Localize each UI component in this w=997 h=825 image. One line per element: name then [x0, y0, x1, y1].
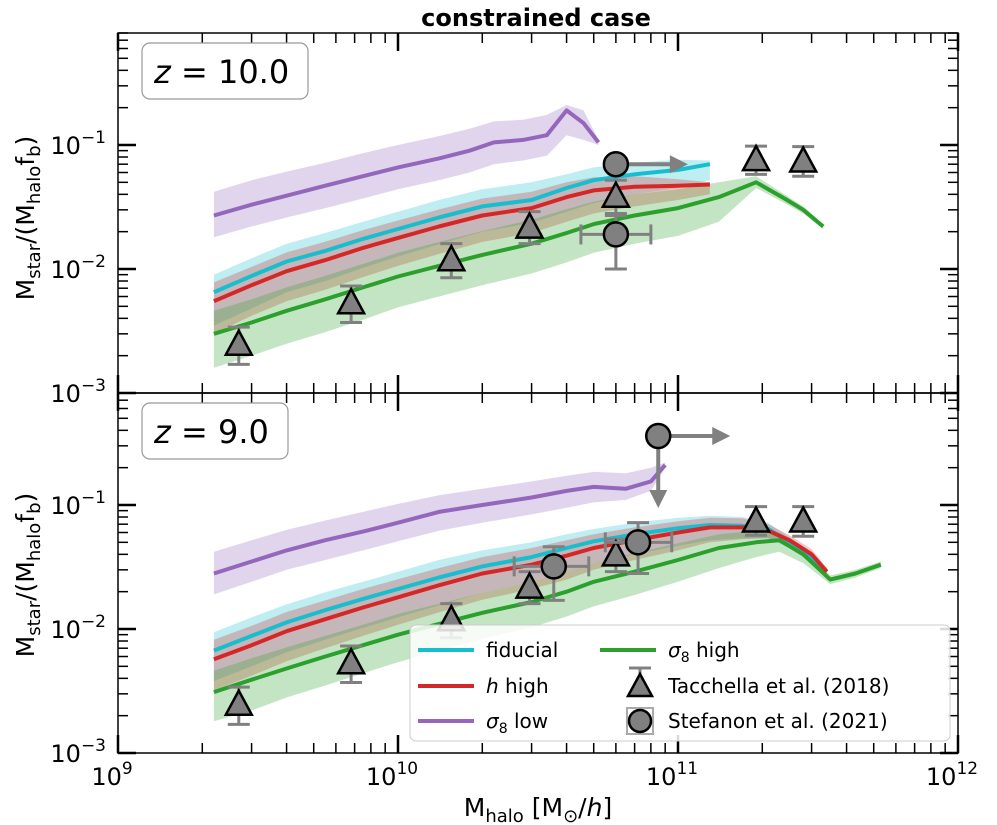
tacchella-point	[788, 504, 819, 533]
stefanon-point	[644, 422, 672, 450]
x-tick-label: 1011	[646, 759, 698, 791]
legend-fiducial-label: fiducial	[486, 638, 558, 662]
tacchella-point	[740, 143, 772, 172]
band-h-high	[213, 176, 710, 334]
y-axis-title: Mstar/(Mhalofb)	[11, 136, 45, 301]
legend-sigma8-high-label: σ8 high	[668, 638, 740, 666]
line-sigma8-high	[213, 538, 882, 694]
y-tick-label: 10−1	[50, 488, 106, 520]
tacchella-point	[336, 286, 367, 315]
legend-box	[409, 624, 951, 742]
panel-label: z = 10.0	[153, 53, 289, 91]
x-tick-label: 1010	[366, 759, 418, 791]
tacchella-point	[600, 538, 631, 567]
line-fiducial	[213, 162, 711, 295]
y-axis-label-top: Mstar/(Mhalofb)	[11, 136, 45, 301]
line-sigma8-low	[213, 463, 667, 576]
panel-z9: 10−3 10−2 10−1 z = 9.0	[50, 392, 960, 768]
tacchella-point	[336, 646, 367, 675]
x-axis-title: Mhalo [M⊙/h]	[464, 793, 612, 825]
legend-tacchella-label: Tacchella et al. (2018)	[667, 674, 889, 698]
legend: fiducial h high σ8 low σ8 high Tacchella et …	[409, 624, 951, 742]
y-tick-label: 10−2	[50, 612, 106, 644]
stefanon-point	[602, 150, 630, 178]
tacchella-point	[514, 570, 545, 599]
band-fiducial	[213, 159, 710, 326]
band-sigma8-high	[213, 176, 824, 368]
stefanon-point	[624, 529, 652, 556]
legend-tacchella-marker	[625, 671, 655, 698]
x-tick-label: 1012	[926, 759, 978, 791]
line-h-high	[213, 182, 710, 304]
y-axis-title: Mstar/(Mhalofb)	[11, 493, 45, 658]
y-tick-label: 10−3	[50, 376, 106, 408]
panel-frame	[117, 392, 959, 754]
tacchella-point	[788, 144, 819, 173]
stefanon-point	[540, 553, 568, 580]
panel-label: z = 9.0	[153, 413, 269, 451]
stefanon-arrowhead	[712, 427, 731, 446]
line-sigma8-low	[213, 108, 601, 218]
band-sigma8-low	[213, 105, 599, 238]
x-axis-label: 109 1010 1011 1012 Mhalo [M⊙/h]	[91, 759, 978, 825]
y-tick-label: 10−2	[50, 252, 106, 284]
tacchella-point	[223, 328, 254, 356]
legend-sigma8-low-label: σ8 low	[486, 709, 548, 737]
x-tick-label: 109	[91, 759, 132, 791]
stefanon-arrowhead	[669, 155, 688, 174]
chart-title: constrained case	[421, 4, 651, 32]
y-axis-label-bottom: Mstar/(Mhalofb)	[11, 493, 45, 658]
panel-label-box	[141, 42, 309, 100]
legend-h-high-label: h high	[486, 674, 549, 698]
panel-z10: 10−3 10−2 10−1 z = 10.0	[50, 32, 960, 408]
tacchella-point	[740, 504, 772, 533]
stefanon-point	[602, 221, 630, 248]
stefanon-arrowhead	[649, 490, 668, 509]
legend-stefanon-marker	[627, 708, 653, 734]
tacchella-point	[436, 243, 467, 272]
line-sigma8-high	[213, 180, 825, 336]
panel-label-box	[141, 402, 289, 460]
y-tick-label: 10−3	[50, 736, 106, 768]
tacchella-point	[514, 210, 545, 239]
y-tick-label: 10−1	[50, 128, 106, 160]
tacchella-point	[600, 180, 631, 208]
legend-stefanon-caps	[626, 707, 654, 735]
tacchella-point	[223, 688, 254, 716]
legend-stefanon-label: Stefanon et al. (2021)	[668, 709, 888, 733]
